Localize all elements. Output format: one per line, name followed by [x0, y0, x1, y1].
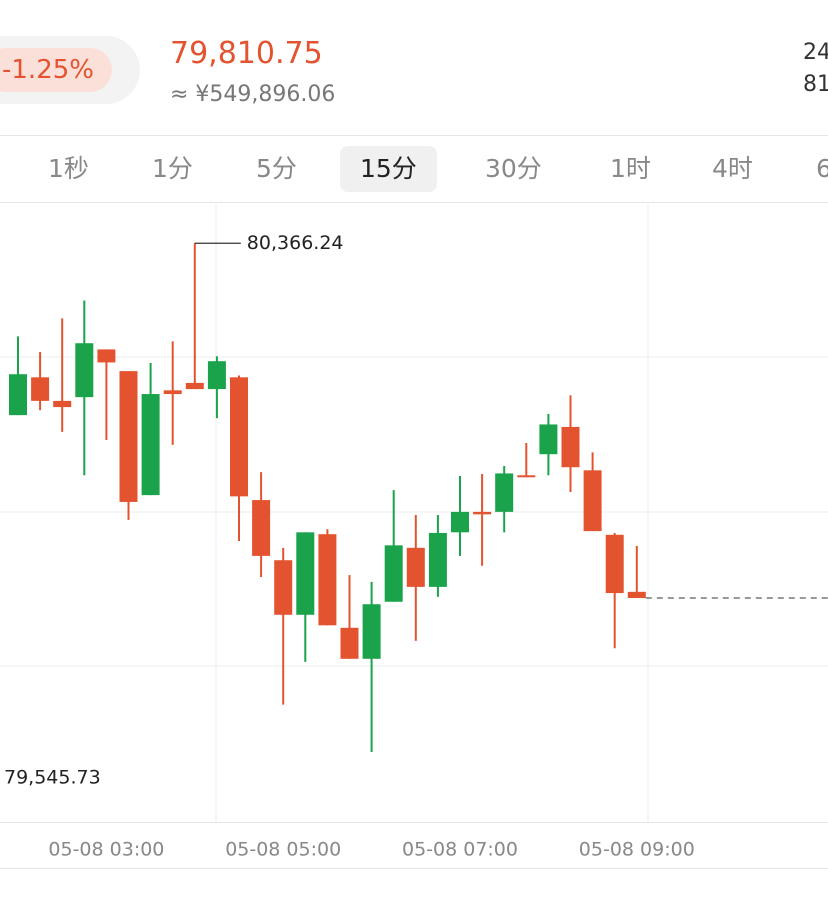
x-tick-label: 05-08 07:00: [402, 839, 518, 861]
candle-body: [384, 545, 403, 602]
candle-body: [362, 604, 381, 659]
stat-label: 24: [803, 40, 828, 65]
change: -1.25%: [0, 48, 112, 92]
candle-body: [185, 382, 204, 390]
candle-body: [53, 400, 72, 408]
candle-body: [97, 349, 116, 363]
candle-body: [495, 473, 514, 512]
candle-body: [274, 560, 293, 615]
interval-tab[interactable]: 4时: [712, 154, 753, 183]
candle-body: [428, 532, 447, 587]
annotation-label: 79,545.73: [4, 766, 101, 788]
candle-body: [583, 470, 602, 532]
candle-body: [9, 374, 27, 416]
interval-tab[interactable]: 6: [816, 154, 828, 183]
candle-body: [163, 390, 182, 395]
price: 79,810.75: [170, 36, 323, 71]
candle-body: [451, 511, 469, 533]
candle-body: [141, 394, 160, 496]
divider: [0, 822, 828, 823]
change-pill: -1.25%: [0, 36, 140, 104]
candle-body: [207, 361, 226, 390]
candle-body: [539, 424, 558, 455]
candle-body: [31, 377, 50, 401]
interval-tab[interactable]: 30分: [485, 154, 542, 183]
x-tick-label: 05-08 03:00: [48, 839, 164, 861]
interval-tab[interactable]: 1分: [152, 154, 193, 183]
candle-body: [605, 534, 624, 594]
candle-body: [119, 371, 138, 502]
candle-body: [406, 547, 425, 587]
interval-tab[interactable]: 15分: [340, 146, 437, 192]
candle-body: [75, 343, 94, 398]
interval-tab[interactable]: 5分: [256, 154, 297, 183]
divider: [0, 202, 828, 203]
candle-body: [296, 532, 315, 615]
annotation-label: 80,366.24: [247, 232, 344, 254]
grid: [0, 203, 828, 822]
candle-body: [252, 500, 271, 556]
stat-value: 81: [803, 72, 828, 97]
candle-body: [340, 627, 359, 659]
x-tick-label: 05-08 09:00: [579, 839, 695, 861]
candle-body: [627, 591, 646, 599]
price-cny: ≈ ¥549,896.06: [170, 82, 336, 107]
interval-tab[interactable]: 1秒: [48, 154, 89, 183]
candle-body: [561, 426, 580, 468]
candle-body: [473, 511, 492, 515]
interval-tab[interactable]: 1时: [610, 154, 651, 183]
candle-body: [318, 534, 337, 626]
candle-body: [230, 377, 248, 497]
candle-body: [517, 475, 536, 478]
divider: [0, 135, 828, 136]
divider: [0, 868, 828, 869]
x-tick-label: 05-08 05:00: [225, 839, 341, 861]
